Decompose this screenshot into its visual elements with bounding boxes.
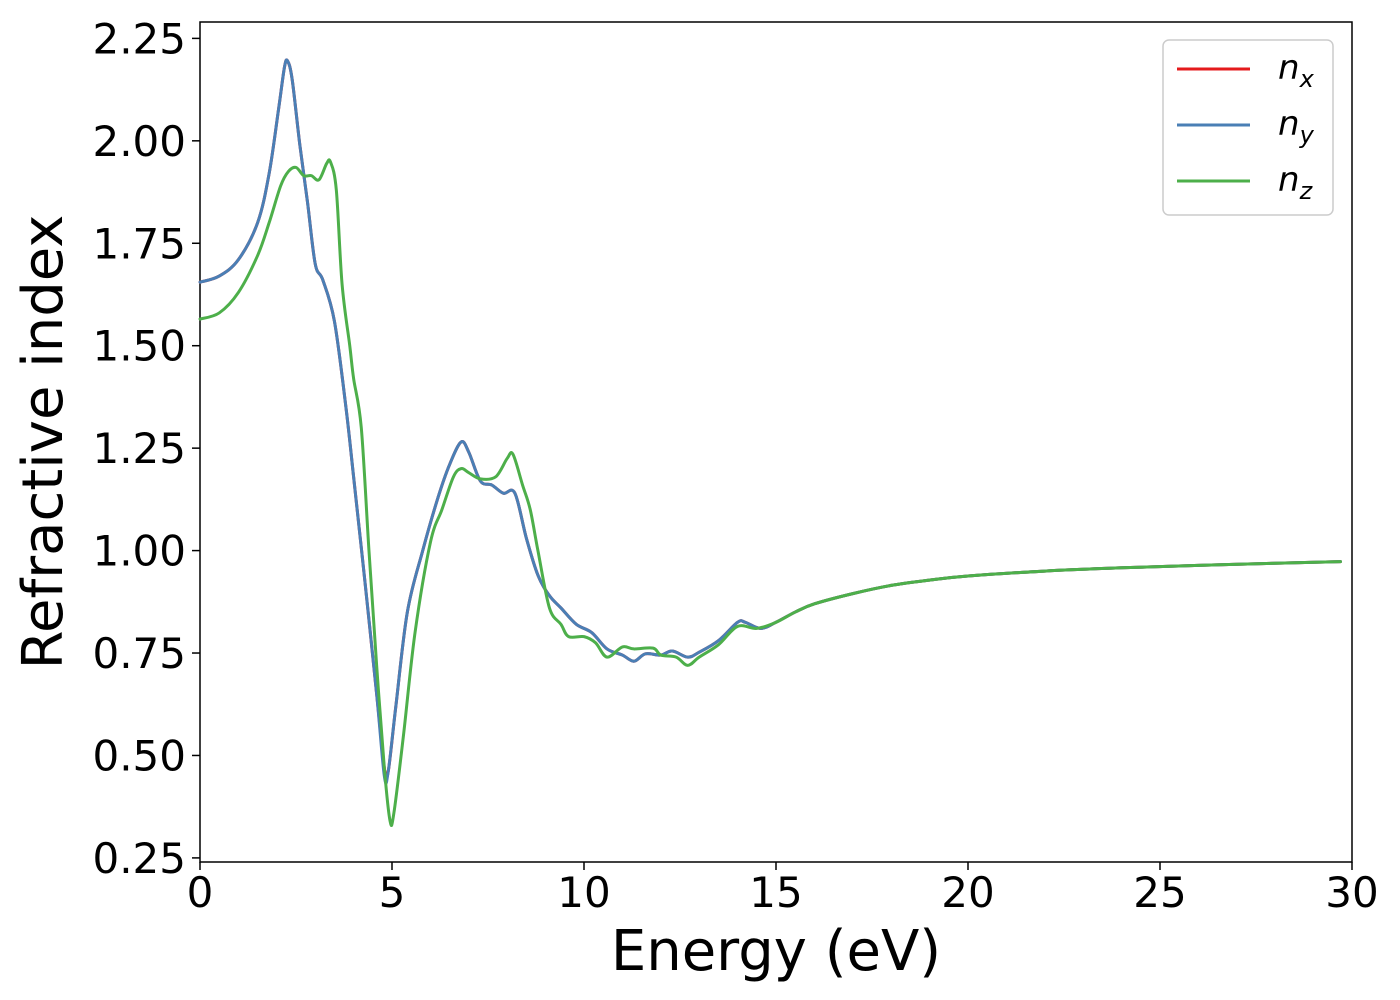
y-tick-label: 2.25 xyxy=(92,14,186,63)
legend-label-z: nz xyxy=(1278,160,1314,205)
y-tick-label: 0.25 xyxy=(92,834,186,883)
y-tick-label: 0.75 xyxy=(92,629,186,678)
y-tick-label: 0.50 xyxy=(92,731,186,780)
y-tick-label: 1.50 xyxy=(92,322,186,371)
legend-label-y: ny xyxy=(1278,104,1315,149)
x-axis-ticks: 0 5 10 15 20 25 30 xyxy=(187,862,1379,917)
x-tick-label: 0 xyxy=(187,868,214,917)
legend-label-x: nx xyxy=(1278,48,1315,93)
plot-area xyxy=(199,21,1353,863)
y-axis-ticks: 0.25 0.50 0.75 1.00 1.25 1.50 1.75 2.00 2.25 xyxy=(92,14,200,883)
series-line-z xyxy=(198,158,1342,828)
y-tick-label: 1.00 xyxy=(92,527,186,576)
series-layer xyxy=(198,58,1342,828)
x-tick-label: 25 xyxy=(1133,868,1186,917)
y-tick-label: 2.00 xyxy=(92,117,186,166)
x-tick-label: 10 xyxy=(557,868,610,917)
y-axis-label: Refractive index xyxy=(11,215,76,670)
y-tick-label: 1.25 xyxy=(92,424,186,473)
x-tick-label: 20 xyxy=(941,868,994,917)
x-tick-label: 30 xyxy=(1325,868,1378,917)
legend: nx ny nz xyxy=(1162,39,1334,216)
x-tick-label: 15 xyxy=(749,868,802,917)
legend-box xyxy=(1162,39,1334,216)
x-axis-label: Energy (eV) xyxy=(611,919,941,984)
y-tick-label: 1.75 xyxy=(92,219,186,268)
x-tick-label: 5 xyxy=(379,868,406,917)
